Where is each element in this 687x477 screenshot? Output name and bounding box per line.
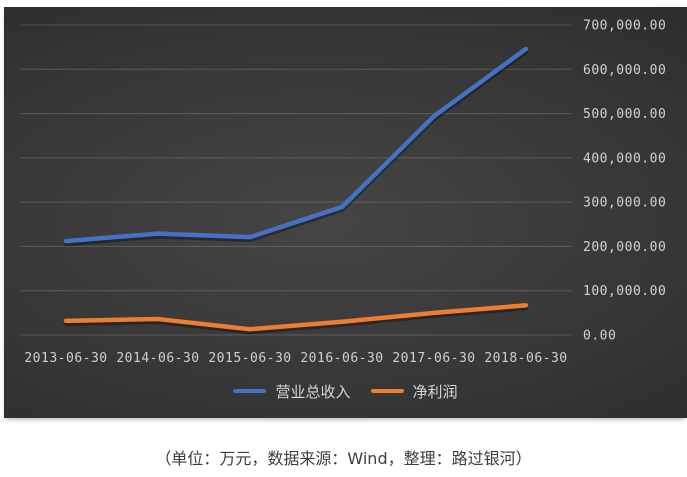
x-tick-label: 2018-06-30 [484, 351, 567, 366]
y-tick-label: 400,000.00 [583, 151, 666, 166]
legend-label: 营业总收入 [275, 382, 351, 401]
y-tick-label: 100,000.00 [583, 284, 666, 299]
series-line-净利润 [63, 303, 529, 332]
x-tick-label: 2013-06-30 [24, 351, 107, 366]
legend-item: 净利润 [370, 381, 458, 402]
chart-svg: 0.00 100,000.00 200,000.00 300,000.00 400,00… [20, 19, 666, 366]
chart-legend: 营业总收入 净利润 [4, 379, 687, 403]
series-line-shadow [63, 48, 529, 247]
legend-line-swatch [370, 389, 404, 393]
y-tick-label: 500,000.00 [583, 107, 666, 122]
x-tick-label: 2015-06-30 [208, 351, 291, 366]
y-tick-label: 0.00 [583, 329, 616, 344]
legend-line-swatch [233, 389, 267, 393]
chart-caption: （单位：万元，数据来源：Wind，整理：路过银河） [155, 449, 532, 468]
x-tick-label: 2017-06-30 [392, 351, 475, 366]
y-tick-label: 600,000.00 [583, 63, 666, 78]
y-tick-label: 300,000.00 [583, 196, 666, 211]
series-line-营业总收入 [63, 46, 529, 244]
y-tick-label: 700,000.00 [583, 19, 666, 34]
legend-label: 净利润 [412, 382, 458, 401]
legend-item: 营业总收入 [233, 381, 351, 402]
x-tick-label: 2016-06-30 [300, 351, 383, 366]
chart-panel: 0.00 100,000.00 200,000.00 300,000.00 400,00… [4, 7, 687, 418]
x-tick-label: 2014-06-30 [116, 351, 199, 366]
y-tick-label: 200,000.00 [583, 240, 666, 255]
series-line-shadow [63, 305, 529, 335]
